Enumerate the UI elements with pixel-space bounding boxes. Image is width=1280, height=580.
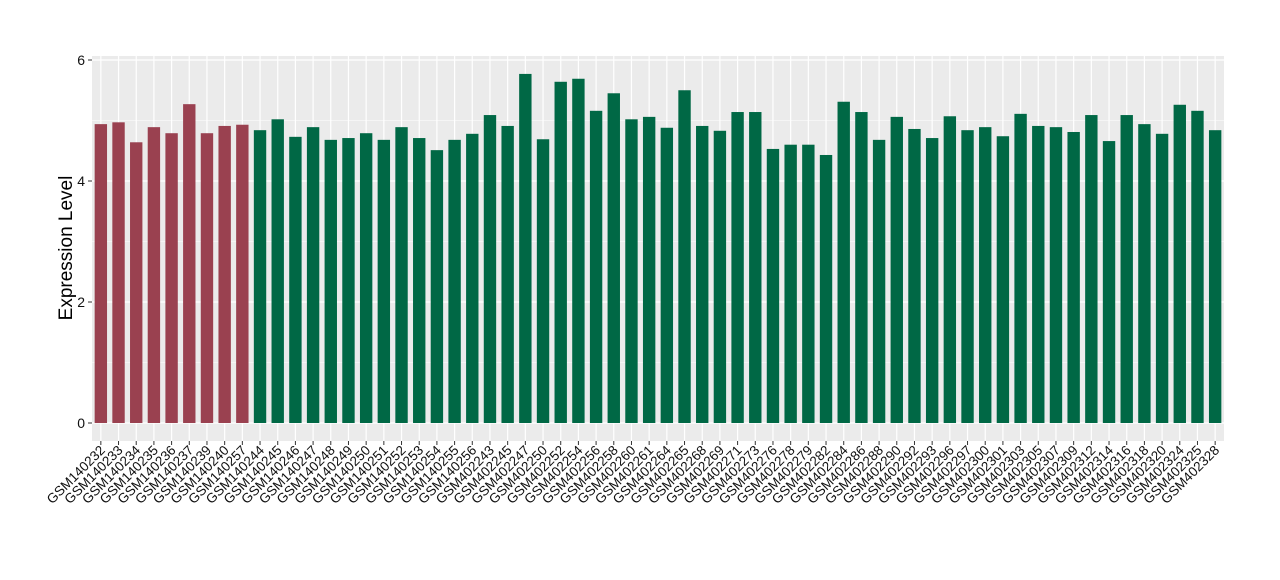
y-axis: 0 2 4 6: [77, 52, 92, 431]
bar-GSM402307: [1049, 127, 1063, 423]
bar-GSM140236: [165, 133, 178, 423]
bar-GSM140239: [200, 133, 214, 423]
bar-GSM402303: [1014, 113, 1027, 423]
y-tick-label: 0: [77, 415, 85, 431]
bar-GSM140232: [94, 124, 108, 423]
bar-GSM402301: [996, 136, 1010, 424]
bar-GSM140257: [236, 124, 249, 424]
bar-GSM140248: [324, 139, 337, 424]
bar-GSM402271: [731, 112, 744, 423]
bar-GSM402292: [908, 128, 921, 423]
bar-GSM402245: [501, 125, 514, 423]
y-tick-label: 6: [77, 52, 85, 68]
bar-GSM402261: [642, 116, 656, 424]
bar-GSM140254: [430, 150, 444, 423]
bar-GSM402264: [660, 127, 674, 423]
bar-GSM402250: [536, 139, 550, 423]
bar-GSM140247: [306, 127, 320, 423]
bar-GSM402268: [696, 125, 709, 423]
bar-GSM140246: [289, 136, 302, 423]
bar-GSM402320: [1155, 133, 1169, 423]
bar-GSM402318: [1138, 124, 1151, 423]
bar-GSM402325: [1191, 110, 1204, 423]
bar-GSM402278: [784, 144, 797, 423]
bar-GSM140256: [466, 133, 479, 423]
bar-GSM140245: [271, 119, 284, 423]
bar-GSM402284: [837, 101, 850, 424]
bar-GSM402273: [749, 112, 762, 423]
bar-GSM140237: [183, 104, 196, 423]
bar-GSM140255: [448, 139, 461, 424]
bar-GSM402260: [625, 119, 638, 423]
bar-GSM140244: [253, 130, 267, 423]
bar-GSM402328: [1208, 130, 1222, 423]
y-axis-label: Expression Level: [56, 176, 77, 321]
bar-GSM402288: [872, 139, 886, 424]
x-axis: GSM140232GSM140233GSM140234GSM140235GSM1…: [44, 441, 1222, 507]
bar-GSM402314: [1102, 141, 1116, 423]
y-tick-label: 2: [77, 294, 85, 310]
bar-GSM402265: [678, 90, 691, 423]
bar-GSM140253: [413, 138, 426, 424]
bar-GSM402324: [1173, 104, 1186, 424]
bar-GSM140235: [147, 127, 161, 423]
bar-GSM402243: [483, 115, 497, 424]
bar-GSM402258: [607, 93, 620, 424]
bar-GSM402276: [766, 148, 780, 423]
bar-GSM402290: [890, 116, 903, 424]
bar-GSM140240: [218, 125, 231, 423]
bar-GSM140234: [130, 142, 143, 423]
bar-GSM402309: [1067, 131, 1080, 423]
bar-GSM402286: [855, 112, 868, 423]
bars: [94, 73, 1222, 424]
bar-GSM402279: [802, 144, 815, 423]
bar-GSM402256: [589, 110, 603, 423]
bar-GSM402297: [961, 130, 974, 423]
bar-GSM402269: [713, 130, 727, 423]
bar-GSM402305: [1032, 125, 1045, 423]
bar-GSM402316: [1120, 115, 1133, 424]
bar-GSM140251: [377, 139, 391, 424]
bar-GSM140233: [112, 122, 125, 423]
bar-GSM402312: [1085, 115, 1098, 424]
bar-GSM402282: [819, 154, 833, 424]
bar-GSM402247: [519, 73, 532, 423]
bar-GSM140249: [342, 138, 355, 424]
y-tick-label: 4: [77, 173, 85, 189]
bar-GSM140252: [395, 127, 408, 423]
bar-GSM402300: [979, 127, 992, 423]
bar-GSM402293: [925, 138, 939, 424]
bar-GSM140250: [359, 133, 373, 423]
bar-GSM402254: [572, 78, 585, 423]
bar-GSM402296: [943, 116, 957, 423]
bar-GSM402252: [554, 81, 567, 423]
